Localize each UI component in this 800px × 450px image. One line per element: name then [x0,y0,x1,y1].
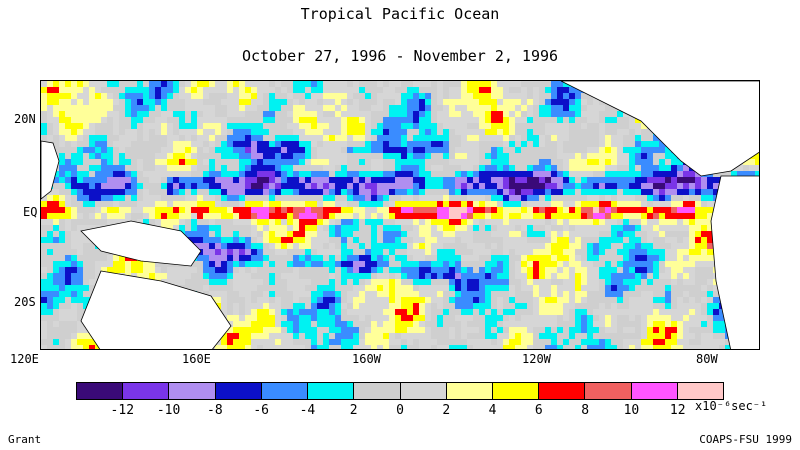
colorbar-swatch [169,383,216,399]
colorbar-swatch [308,383,355,399]
lat-label-eq: EQ [23,205,38,219]
colorbar-swatch [539,383,586,399]
colorbar [76,382,724,400]
colorbar-tick-label: -6 [253,403,269,418]
map-subtitle: October 27, 1996 - November 2, 1996 [241,47,559,65]
map-plot-area [40,80,760,350]
colorbar-swatch [261,383,309,399]
colorbar-tick-label: 4 [488,403,497,418]
author-credit: Grant [8,433,42,446]
colorbar-swatch [215,383,262,399]
colorbar-tick-label: -12 [110,403,135,418]
colorbar-swatch [492,383,540,399]
lon-label-160e: 160E [182,352,211,366]
colorbar-swatch [446,383,493,399]
lat-label-20n: 20N [14,112,36,126]
colorbar-tick-label: 12 [669,403,686,418]
source-credit: COAPS-FSU 1999 [699,433,792,446]
colorbar-tick-label: 0 [396,403,404,418]
colorbar-tick-label: 6 [534,403,543,418]
colorbar-swatch [585,383,632,399]
lon-label-120w: 120W [522,352,551,366]
lon-label-80w: 80W [696,352,718,366]
colorbar-tick-label: -4 [299,403,316,418]
lat-label-20s: 20S [14,295,36,309]
colorbar-swatch [123,383,170,399]
lon-label-160w: 160W [352,352,381,366]
lon-label-120e: 120E [10,352,39,366]
colorbar-tick-label: 8 [581,403,590,418]
colorbar-swatch [677,383,724,399]
colorbar-swatch [400,383,447,399]
colorbar-tick-label: -8 [207,403,223,418]
vorticity-field [41,81,759,349]
colorbar-tick-label: 10 [623,403,640,418]
colorbar-swatch [354,383,401,399]
colorbar-tick-label: -10 [156,403,181,418]
colorbar-units: x10⁻⁶sec⁻¹ [695,399,768,413]
colorbar-tick-label: 2 [349,403,358,418]
colorbar-swatch [77,383,124,399]
colorbar-swatch [631,383,678,399]
colorbar-tick-label: 2 [442,403,451,418]
map-title: Tropical Pacific Ocean [300,5,500,23]
